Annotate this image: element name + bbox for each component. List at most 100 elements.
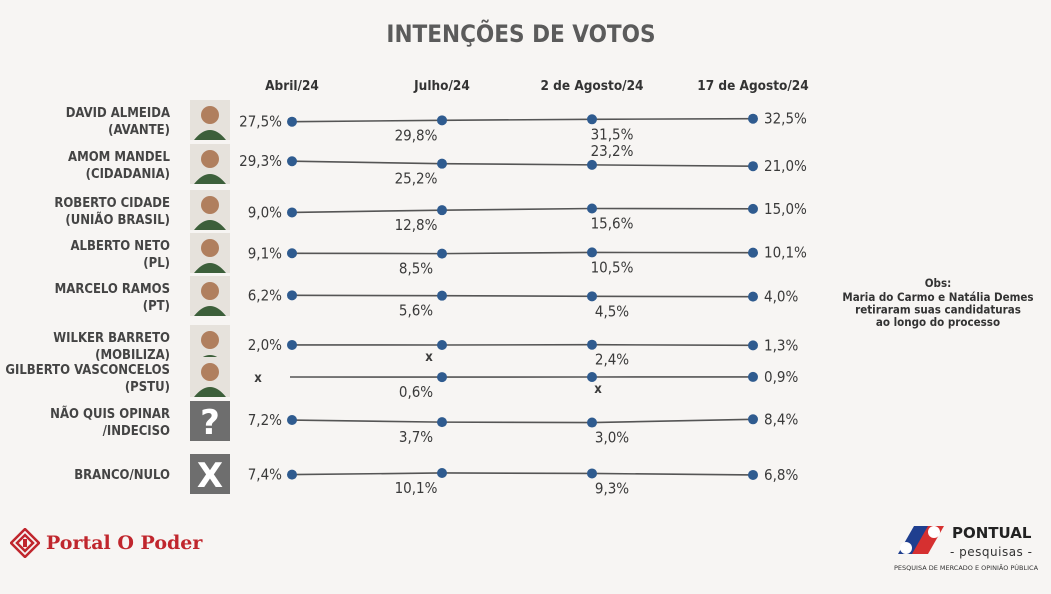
data-point — [587, 247, 597, 258]
missing-marker: x — [594, 382, 602, 397]
data-label: 29,3% — [239, 152, 282, 170]
portal-o-poder-logo: Portal O Poder — [10, 528, 202, 558]
data-label: 32,5% — [764, 110, 807, 128]
data-label: 25,2% — [395, 170, 438, 188]
candidate-name: ALBERTO NETO — [70, 239, 170, 254]
pontual-logo: PONTUAL - pesquisas - PESQUISA DE MERCAD… — [890, 520, 1040, 580]
data-label: 15,0% — [764, 200, 807, 218]
portal-o-poder-icon — [10, 528, 40, 558]
data-point — [437, 248, 447, 259]
series-line — [291, 209, 443, 214]
series-row: ROBERTO CIDADE(UNIÃO BRASIL) 9,0% 12,8% 15,… — [54, 190, 807, 234]
data-point — [437, 467, 447, 478]
data-label: 21,0% — [764, 157, 807, 175]
candidate-party: (CIDADANIA) — [86, 167, 170, 182]
candidate-party: (AVANTE) — [108, 123, 170, 138]
series-line — [591, 418, 754, 424]
series-line — [591, 343, 754, 347]
candidate-name: GILBERTO VASCONCELOS — [5, 363, 170, 378]
data-label: 0,6% — [399, 383, 433, 401]
data-point — [748, 291, 758, 302]
candidate-photo — [190, 144, 230, 184]
data-point — [587, 203, 597, 214]
data-point — [587, 114, 597, 125]
portal-o-poder-text: Portal O Poder — [46, 532, 203, 554]
series-row: DAVID ALMEIDA (AVANTE) 27,5% 29,8% 31,5% 32,5… — [66, 100, 807, 144]
data-label: 2,4% — [595, 351, 629, 369]
column-header: Julho/24 — [413, 78, 470, 94]
candidate-name: ROBERTO CIDADE — [54, 196, 170, 211]
column-header: 2 de Agosto/24 — [541, 78, 644, 94]
candidate-name: WILKER BARRETO — [53, 331, 170, 346]
data-point — [748, 161, 758, 172]
series-line — [291, 119, 443, 123]
candidate-name: BRANCO/NULO — [74, 468, 170, 483]
data-point — [587, 468, 597, 479]
data-label: 5,6% — [399, 302, 433, 320]
series-row: ALBERTO NETO (PL) 9,1% 8,5% 10,5% 10,1% — [70, 233, 807, 278]
series-row: GILBERTO VASCONCELOS (PSTU) x 0,6% x 0,9% — [5, 357, 798, 401]
data-point — [748, 203, 758, 214]
candidate-party: (PSTU) — [125, 380, 170, 395]
series-line — [291, 160, 443, 165]
candidate-name: NÃO QUIS OPINAR — [50, 406, 170, 422]
series-line — [441, 251, 593, 255]
data-label: 2,0% — [248, 336, 282, 354]
data-point — [437, 115, 447, 126]
candidate-name: DAVID ALMEIDA — [66, 106, 170, 121]
data-label: 27,5% — [239, 113, 282, 131]
data-point — [437, 158, 447, 169]
data-point — [437, 372, 447, 383]
data-label: 6,8% — [764, 466, 798, 484]
data-point — [748, 469, 758, 480]
series-row: MARCELO RAMOS (PT) 6,2% 5,6% 4,5% 4,0% — [55, 276, 798, 320]
data-point — [748, 371, 758, 382]
data-point — [437, 417, 447, 428]
data-point — [437, 340, 447, 350]
series-row: BRANCO/NULO X 7,4% 10,1% 9,3% 6,8% — [74, 454, 798, 497]
obs-heading: Obs: — [925, 276, 952, 290]
data-point — [587, 417, 597, 428]
series-line — [591, 472, 754, 476]
data-label: 3,0% — [595, 429, 629, 447]
data-point — [437, 290, 447, 301]
observation-note: Obs:Maria do Carmo e Natália Demesretira… — [842, 276, 1033, 329]
data-label: 9,0% — [248, 203, 282, 221]
candidate-photo — [190, 233, 230, 273]
data-label: 15,6% — [591, 215, 634, 233]
data-label: 29,8% — [395, 126, 438, 144]
data-point — [287, 248, 297, 259]
data-label: 31,5% — [591, 125, 634, 143]
series-line — [591, 117, 754, 121]
data-label: 6,2% — [248, 286, 282, 304]
data-point — [587, 291, 597, 302]
data-label: 0,9% — [764, 368, 798, 386]
pontual-name: PONTUAL — [952, 524, 1032, 542]
data-point — [287, 116, 297, 127]
missing-marker: x — [254, 371, 262, 386]
candidate-photo — [190, 190, 230, 230]
data-point — [287, 156, 297, 167]
data-label: 10,1% — [764, 244, 807, 262]
candidate-photo — [190, 100, 230, 140]
data-label: 4,5% — [595, 302, 629, 320]
question-mark-icon: ? — [190, 401, 230, 443]
data-label: 3,7% — [399, 428, 433, 446]
data-point — [587, 159, 597, 170]
svg-text:X: X — [197, 456, 223, 496]
series-row: AMOM MANDEL (CIDADANIA) 29,3% 25,2% 23,2% 21,… — [68, 142, 807, 188]
column-header: 17 de Agosto/24 — [697, 78, 808, 94]
x-mark-icon: X — [190, 454, 230, 496]
candidate-party: (PT) — [143, 299, 170, 314]
series-line — [441, 162, 593, 166]
series-line — [441, 294, 593, 298]
data-label: 7,2% — [248, 411, 282, 429]
series-row: NÃO QUIS OPINAR/INDECISO? 7,2% 3,7% 3,0% 8,4… — [50, 401, 798, 447]
page-title: INTENÇÕES DE VOTOS — [386, 18, 655, 48]
data-point — [287, 415, 297, 426]
data-label: 8,4% — [764, 410, 798, 428]
svg-text:?: ? — [200, 403, 220, 443]
series-line — [291, 472, 443, 476]
data-label: 8,5% — [399, 260, 433, 278]
series-rows: DAVID ALMEIDA (AVANTE) 27,5% 29,8% 31,5% 32,5… — [5, 100, 807, 497]
